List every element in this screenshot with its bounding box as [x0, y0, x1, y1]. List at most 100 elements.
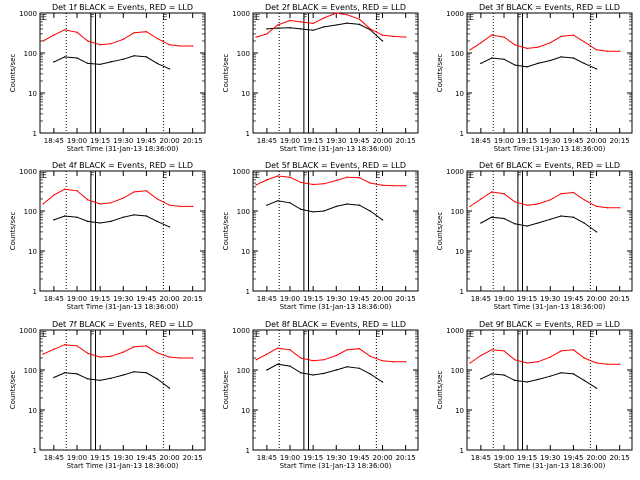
chart-title: Det 4f BLACK = Events, RED = LLD [52, 161, 193, 170]
data-point-lld [606, 50, 609, 53]
data-point-lld [549, 42, 551, 44]
plot-frame [252, 329, 419, 451]
data-point-events [133, 214, 135, 216]
data-point-events [381, 40, 384, 42]
data-point-events [358, 204, 361, 206]
plot-frame [466, 329, 633, 451]
data-point-events [312, 374, 314, 376]
y-tick-label: 1 [460, 130, 464, 138]
data-point-lld [583, 41, 585, 43]
data-point-events [346, 22, 348, 24]
x-tick-label: 19:15 [90, 295, 110, 303]
marker-label-mid: F [517, 330, 522, 339]
series-line-events [266, 22, 383, 42]
y-tick-label: 1 [33, 130, 37, 138]
data-point-lld [255, 359, 257, 361]
data-point-events [300, 372, 302, 374]
data-point-events [335, 369, 337, 371]
data-point-events [369, 373, 371, 375]
x-tick-label: 20:00 [159, 137, 179, 145]
data-point-events [323, 372, 325, 375]
data-point-events [99, 222, 101, 224]
data-point-events [110, 220, 112, 223]
data-point-lld [53, 348, 55, 350]
marker-label-start: E [255, 330, 260, 339]
x-tick-label: 18:45 [471, 295, 491, 303]
data-point-events [549, 375, 551, 377]
data-point-lld [110, 355, 112, 358]
data-point-lld [179, 205, 182, 208]
x-tick-label: 19:30 [326, 454, 346, 462]
x-tick-label: 19:45 [563, 295, 583, 303]
y-axis-label: Counts/sec [222, 371, 230, 410]
series-line-events [480, 215, 597, 233]
y-tick-label: 100 [24, 50, 37, 58]
data-point-events [323, 210, 325, 212]
data-point-lld [87, 40, 89, 42]
data-point-lld [255, 36, 257, 38]
data-point-lld [514, 44, 516, 46]
data-point-events [346, 366, 348, 368]
y-tick-label: 1000 [446, 10, 464, 18]
data-point-lld [346, 176, 348, 178]
chart-title: Det 8f BLACK = Events, RED = LLD [265, 320, 406, 329]
y-tick-label: 1 [33, 288, 37, 296]
data-point-lld [191, 357, 194, 359]
data-point-lld [42, 40, 44, 42]
plot-frame [39, 170, 206, 292]
data-point-events [480, 62, 482, 65]
data-point-lld [469, 49, 471, 51]
series-line-events [480, 372, 597, 389]
data-point-events [168, 387, 171, 389]
y-tick-label: 100 [451, 50, 464, 58]
data-point-lld [469, 362, 471, 364]
x-tick-label: 19:00 [494, 454, 514, 462]
data-point-lld [595, 205, 598, 208]
data-point-lld [300, 21, 302, 23]
y-tick-label: 1000 [446, 327, 464, 335]
marker-label-start: E [255, 13, 260, 22]
data-point-lld [503, 36, 505, 38]
data-point-events [53, 376, 55, 379]
data-point-lld [145, 190, 148, 192]
data-point-lld [99, 356, 101, 358]
marker-label-end: E [162, 330, 167, 339]
marker-label-end: E [589, 330, 594, 339]
marker-label-mid: F [90, 13, 95, 22]
data-point-lld [392, 184, 395, 187]
data-point-events [583, 222, 585, 224]
data-point-events [490, 57, 493, 59]
data-point-lld [560, 193, 562, 195]
x-tick-label: 19:15 [303, 295, 323, 303]
data-point-events [335, 24, 337, 26]
x-tick-label: 20:15 [610, 454, 630, 462]
data-point-events [276, 200, 279, 202]
data-point-events [122, 374, 124, 376]
data-point-events [145, 372, 148, 374]
data-point-lld [526, 47, 528, 50]
data-point-events [276, 363, 279, 365]
data-point-events [63, 215, 66, 217]
x-tick-label: 18:45 [257, 137, 277, 145]
data-point-lld [560, 35, 562, 38]
data-point-events [87, 62, 89, 65]
plot-frame [252, 170, 419, 292]
x-tick-label: 20:15 [396, 454, 416, 462]
data-point-events [99, 63, 101, 66]
chart-title: Det 7f BLACK = Events, RED = LLD [52, 320, 193, 329]
data-point-lld [122, 197, 124, 199]
x-tick-label: 20:00 [372, 295, 392, 303]
y-tick-label: 100 [237, 367, 250, 375]
x-tick-label: 19:00 [280, 137, 300, 145]
marker-label-mid: F [517, 171, 522, 180]
data-point-events [300, 208, 302, 211]
x-tick-label: 19:30 [113, 137, 133, 145]
data-point-events [514, 379, 516, 382]
x-tick-label: 19:45 [136, 454, 156, 462]
y-tick-label: 1000 [232, 168, 250, 176]
marker-label-mid: F [303, 171, 308, 180]
x-tick-label: 20:15 [396, 295, 416, 303]
marker-label-end: E [162, 171, 167, 180]
data-point-lld [63, 343, 66, 346]
marker-label-end: E [589, 171, 594, 180]
